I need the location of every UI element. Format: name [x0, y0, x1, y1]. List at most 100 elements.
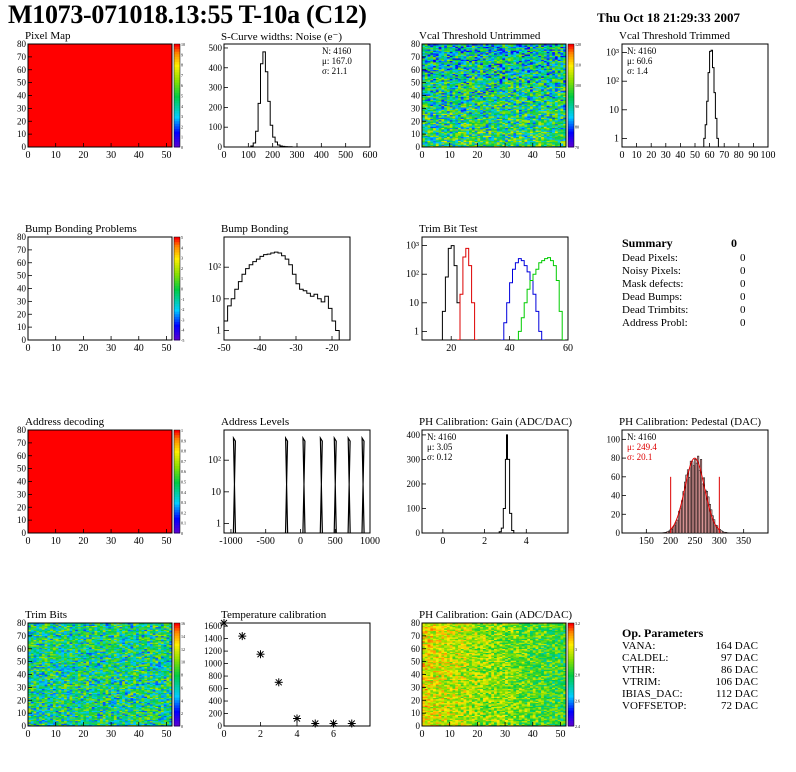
stats-line: σ: 21.1	[322, 66, 347, 76]
heatmap-cell	[466, 100, 470, 103]
heatmap-cell	[491, 68, 495, 71]
colorbar-tick-label: 7	[181, 73, 183, 78]
heatmap-cell	[502, 110, 506, 113]
heatmap-cell	[441, 95, 445, 98]
heatmap-cell	[554, 110, 558, 113]
heatmap-cell	[560, 63, 564, 65]
heatmap-cell	[488, 53, 492, 55]
heatmap-cell	[552, 104, 556, 107]
heatmap-cell	[77, 723, 81, 726]
heatmap-cell	[554, 91, 558, 94]
heatmap-cell	[463, 45, 467, 47]
heatmap-cell	[530, 108, 534, 110]
y-tick-label: 60	[17, 65, 27, 75]
heatmap-cell	[494, 116, 498, 118]
heatmap-cell	[422, 71, 426, 73]
heatmap-cell	[466, 94, 470, 96]
heatmap-cell	[141, 722, 145, 724]
heatmap-cell	[463, 123, 467, 126]
heatmap-cell	[160, 719, 164, 722]
heatmap-cell	[466, 143, 470, 145]
heatmap-cell	[430, 92, 434, 95]
heatmap-cell	[554, 95, 558, 98]
heatmap-cell	[430, 49, 434, 51]
heatmap-cell	[444, 76, 448, 78]
heatmap-cell	[527, 109, 531, 112]
heatmap-cell	[494, 45, 498, 47]
heatmap-cell	[466, 112, 470, 114]
heatmap-cell	[507, 137, 511, 140]
heatmap-cell	[496, 122, 500, 125]
heatmap-cell	[466, 67, 470, 69]
heatmap-cell	[480, 92, 484, 95]
heatmap-cell	[543, 81, 547, 83]
heatmap-cell	[480, 50, 484, 53]
heatmap-cell	[427, 112, 431, 114]
heatmap-cell	[441, 69, 445, 72]
heatmap-cell	[435, 64, 439, 67]
heatmap-cell	[516, 125, 520, 127]
heatmap-cell	[530, 103, 534, 105]
heatmap-cell	[527, 99, 531, 101]
heatmap-cell	[535, 91, 539, 94]
heatmap-cell	[557, 46, 561, 49]
x-tick-label: 40	[675, 150, 685, 161]
heatmap-cell	[552, 144, 556, 147]
heatmap-cell	[471, 85, 475, 87]
heatmap-cell	[521, 58, 525, 60]
heatmap-cell	[538, 58, 542, 60]
heatmap-cell	[452, 49, 456, 51]
heatmap-cell	[444, 101, 448, 104]
heatmap-cell	[557, 58, 561, 60]
heatmap-cell	[554, 104, 558, 107]
heatmap-cell	[510, 107, 514, 109]
heatmap-cell	[444, 44, 448, 46]
heatmap-cell	[469, 125, 473, 127]
heatmap-cell	[560, 103, 564, 105]
heatmap-cell	[499, 109, 503, 112]
x-tick-label: 60	[705, 150, 715, 161]
heatmap-cell	[496, 128, 500, 131]
heatmap-cell	[430, 51, 434, 54]
heatmap-cell	[541, 107, 545, 109]
heatmap-cell	[491, 140, 495, 143]
heatmap-cell	[510, 53, 514, 55]
heatmap-cell	[535, 116, 539, 118]
heatmap-cell	[480, 104, 484, 107]
heatmap-cell	[521, 83, 525, 86]
heatmap-cell	[471, 74, 475, 77]
heatmap-cell	[480, 80, 484, 82]
heatmap-cell	[494, 58, 498, 60]
heatmap-cell	[496, 60, 500, 63]
heatmap-cell	[452, 103, 456, 105]
heatmap-cell	[455, 62, 459, 64]
heatmap-cell	[444, 143, 448, 145]
heatmap-cell	[452, 44, 456, 46]
heatmap-cell	[488, 131, 492, 134]
heatmap-cell	[111, 720, 115, 723]
heatmap-cell	[438, 82, 442, 85]
heatmap-cell	[446, 96, 450, 99]
heatmap-cell	[513, 58, 517, 60]
heatmap-cell	[527, 76, 531, 78]
y-tick-label: 80	[411, 39, 421, 49]
heatmap-cell	[527, 141, 531, 144]
heatmap-cell	[505, 117, 509, 119]
heatmap-cell	[554, 140, 558, 143]
heatmap-cell	[441, 91, 445, 94]
heatmap-cell	[458, 91, 462, 94]
heatmap-cell	[530, 134, 534, 136]
heatmap-cell	[471, 104, 475, 107]
heatmap-cell	[460, 63, 464, 65]
heatmap-cell	[463, 121, 467, 123]
colorbar-segment	[174, 121, 180, 125]
heatmap-cell	[449, 116, 453, 118]
heatmap-cell	[463, 87, 467, 90]
heatmap-cell	[549, 98, 553, 100]
heatmap-cell	[463, 68, 467, 71]
heatmap-cell	[460, 86, 464, 89]
y-tick-label: 50	[17, 78, 27, 88]
colorbar-tick-label: 2	[181, 266, 183, 271]
heatmap-cell	[507, 125, 511, 127]
heatmap-cell	[488, 132, 492, 135]
